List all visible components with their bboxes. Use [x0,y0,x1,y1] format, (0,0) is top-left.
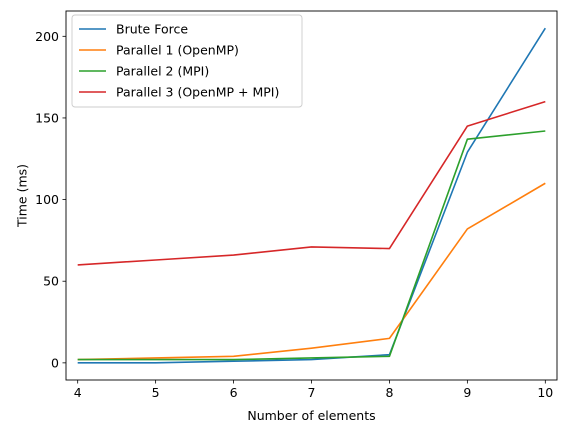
x-tick-label: 5 [152,385,160,400]
y-tick-label: 100 [35,192,59,207]
y-axis-label: Time (ms) [14,164,29,228]
legend: Brute Force Parallel 1 (OpenMP) Parallel 2… [72,15,302,107]
x-tick-label: 4 [74,385,82,400]
legend-label: Parallel 1 (OpenMP) [116,43,239,58]
legend-label: Parallel 2 (MPI) [116,64,209,79]
legend-label: Parallel 3 (OpenMP + MPI) [116,85,279,100]
y-tick-label: 200 [35,29,59,44]
x-tick-label: 8 [385,385,393,400]
y-tick-label: 150 [35,110,59,125]
x-tick-label: 10 [537,385,553,400]
x-axis-label: Number of elements [247,408,375,423]
y-tick-label: 50 [43,274,59,289]
y-tick-label: 0 [51,355,59,370]
legend-label: Brute Force [116,22,188,37]
x-tick-label: 6 [230,385,238,400]
x-tick-label: 9 [463,385,471,400]
x-tick-label: 7 [308,385,316,400]
